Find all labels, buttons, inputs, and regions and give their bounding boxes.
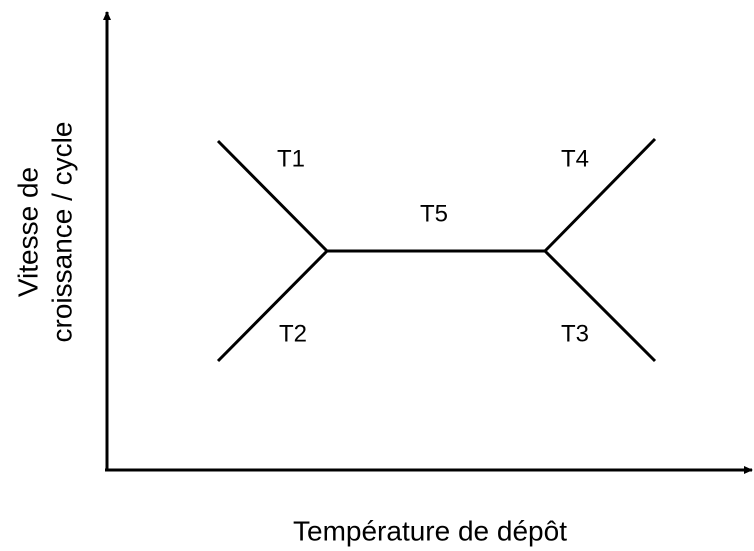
curve-t3 (543, 249, 657, 363)
region-label: T5 (420, 200, 448, 227)
y-axis-label: Vitesse de (12, 167, 43, 297)
curves (216, 137, 657, 363)
region-label: T3 (561, 320, 589, 347)
region-label: T1 (277, 145, 305, 172)
y-axis-label: croissance / cycle (46, 122, 77, 343)
region-label: T4 (561, 145, 589, 172)
curve-t4 (543, 137, 657, 253)
curve-t1 (216, 139, 329, 253)
x-axis-label: Température de dépôt (293, 515, 567, 546)
region-label: T2 (279, 320, 307, 347)
curve-t2 (216, 249, 329, 363)
